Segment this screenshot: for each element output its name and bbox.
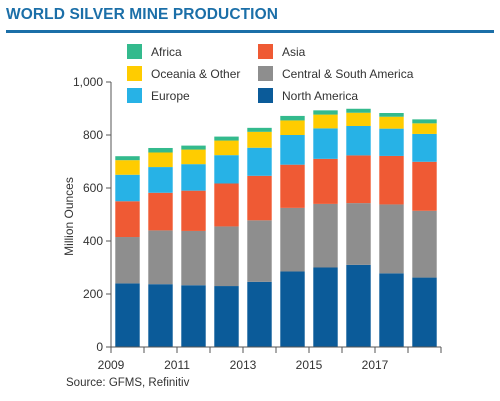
legend-swatch-oceania-and-other <box>127 66 142 81</box>
bar-asia-2010 <box>148 192 173 231</box>
chart-title: WORLD SILVER MINE PRODUCTION <box>6 6 279 23</box>
bar-oceania-and-other-2011 <box>181 149 206 165</box>
bar-north-america-2013 <box>247 281 272 347</box>
bar-central-and-south-america-2012 <box>214 226 239 287</box>
legend-swatch-europe <box>127 88 142 103</box>
bar-asia-2014 <box>280 164 305 208</box>
title-underline <box>6 30 494 33</box>
legend-label-oceania-and-other: Oceania & Other <box>151 67 240 81</box>
y-tick-label: 400 <box>83 234 103 248</box>
bar-north-america-2016 <box>346 264 371 347</box>
bar-central-and-south-america-2018 <box>412 210 437 278</box>
bar-africa-2010 <box>148 147 173 153</box>
bar-europe-2013 <box>247 147 272 176</box>
bar-africa-2012 <box>214 136 239 141</box>
bar-europe-2011 <box>181 164 206 191</box>
bar-africa-2018 <box>412 119 437 124</box>
bar-central-and-south-america-2009 <box>115 237 140 284</box>
bar-north-america-2015 <box>313 267 338 347</box>
bar-europe-2010 <box>148 167 173 193</box>
bar-oceania-and-other-2014 <box>280 120 305 135</box>
legend-label-north-america: North America <box>282 89 358 103</box>
bar-europe-2012 <box>214 155 239 184</box>
bar-europe-2018 <box>412 133 437 162</box>
bar-asia-2017 <box>379 155 404 205</box>
bar-asia-2018 <box>412 161 437 211</box>
bar-africa-2015 <box>313 110 338 115</box>
y-axis-title: Million Ounces <box>62 177 76 256</box>
bar-north-america-2010 <box>148 284 173 347</box>
bar-central-and-south-america-2017 <box>379 204 404 274</box>
legend-swatch-asia <box>258 44 273 59</box>
source-note: Source: GFMS, Refinitiv <box>66 377 190 389</box>
bar-oceania-and-other-2012 <box>214 140 239 156</box>
bar-oceania-and-other-2010 <box>148 152 173 168</box>
x-tick-label: 2017 <box>362 358 389 372</box>
bar-oceania-and-other-2017 <box>379 116 404 129</box>
legend-swatch-africa <box>127 44 142 59</box>
x-tick-label: 2011 <box>164 358 190 372</box>
x-tick-label: 2013 <box>230 358 257 372</box>
legend-label-africa: Africa <box>151 45 182 59</box>
y-tick-label: 200 <box>83 287 103 301</box>
bar-oceania-and-other-2013 <box>247 131 272 148</box>
bar-europe-2016 <box>346 125 371 156</box>
bar-north-america-2011 <box>181 285 206 347</box>
legend-swatch-central-and-south-america <box>258 66 273 81</box>
bar-africa-2013 <box>247 127 272 132</box>
bar-oceania-and-other-2016 <box>346 112 371 126</box>
bar-central-and-south-america-2016 <box>346 203 371 265</box>
legend-label-asia: Asia <box>282 45 306 59</box>
bar-central-and-south-america-2011 <box>181 230 206 286</box>
bar-africa-2011 <box>181 145 206 150</box>
legend-label-europe: Europe <box>151 89 190 103</box>
bar-asia-2012 <box>214 183 239 227</box>
bar-oceania-and-other-2018 <box>412 123 437 134</box>
bar-asia-2011 <box>181 190 206 231</box>
x-tick-label: 2015 <box>296 358 323 372</box>
bar-africa-2017 <box>379 113 404 117</box>
bar-oceania-and-other-2009 <box>115 160 140 175</box>
bar-central-and-south-america-2015 <box>313 203 338 268</box>
bar-north-america-2009 <box>115 283 140 347</box>
bar-north-america-2018 <box>412 277 437 347</box>
legend-label-central-and-south-america: Central & South America <box>282 67 414 81</box>
legend-swatch-north-america <box>258 88 273 103</box>
y-tick-label: 800 <box>83 128 103 142</box>
bar-north-america-2012 <box>214 286 239 347</box>
bar-asia-2016 <box>346 155 371 204</box>
x-tick-label: 2009 <box>98 358 125 372</box>
y-tick-label: 0 <box>96 340 103 354</box>
bar-central-and-south-america-2013 <box>247 220 272 282</box>
bar-central-and-south-america-2014 <box>280 207 305 272</box>
bar-asia-2015 <box>313 158 338 204</box>
y-tick-label: 1,000 <box>73 75 103 89</box>
bar-europe-2015 <box>313 128 338 159</box>
bar-africa-2014 <box>280 115 305 121</box>
bar-asia-2009 <box>115 201 140 238</box>
bar-north-america-2014 <box>280 271 305 347</box>
bar-europe-2014 <box>280 135 305 165</box>
bar-oceania-and-other-2015 <box>313 114 338 129</box>
y-tick-label: 600 <box>83 181 103 195</box>
bar-north-america-2017 <box>379 273 404 347</box>
bar-africa-2016 <box>346 108 371 113</box>
bar-central-and-south-america-2010 <box>148 230 173 285</box>
bar-europe-2009 <box>115 174 140 202</box>
bar-europe-2017 <box>379 128 404 156</box>
bar-africa-2009 <box>115 156 140 161</box>
bar-asia-2013 <box>247 175 272 221</box>
